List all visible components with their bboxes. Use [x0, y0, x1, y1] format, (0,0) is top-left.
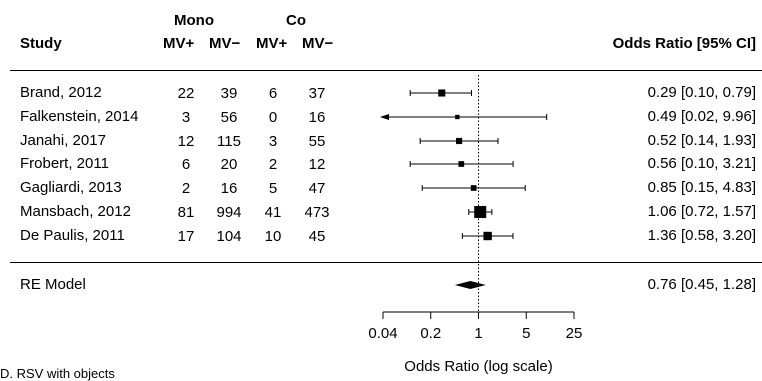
co-mv-pos: 0 [268, 109, 278, 126]
x-tick-label: 1 [474, 325, 482, 342]
study-name: Falkenstein, 2014 [20, 108, 139, 125]
mono-mv-neg: 39 [220, 85, 238, 102]
co-mv-neg: 47 [308, 180, 326, 197]
summary-diamond [454, 281, 486, 289]
odds-ratio-ci: 1.36 [0.58, 3.20] [647, 227, 756, 244]
group-mono-header: Mono [174, 12, 214, 29]
co-mv-pos: 5 [268, 180, 278, 197]
mono-mv-neg: 16 [220, 180, 238, 197]
x-tick-label: 5 [522, 325, 530, 342]
co-mv-neg-header: MV− [302, 35, 334, 52]
odds-ratio-ci: 0.52 [0.14, 1.93] [647, 132, 756, 149]
mono-mv-pos: 3 [181, 109, 191, 126]
mono-mv-pos: 22 [177, 85, 195, 102]
odds-ratio-ci: 0.56 [0.10, 3.21] [647, 155, 756, 172]
point-estimate [455, 114, 460, 120]
footer-fragment: D. RSV with objects [0, 366, 115, 381]
odds-ratio-ci: 0.29 [0.10, 0.79] [647, 84, 756, 101]
co-mv-pos: 6 [268, 85, 278, 102]
co-mv-neg: 16 [308, 109, 326, 126]
co-mv-neg: 55 [308, 133, 326, 150]
mono-mv-pos: 17 [177, 228, 195, 245]
study-name: De Paulis, 2011 [20, 227, 125, 244]
study-name: Gagliardi, 2013 [20, 179, 122, 196]
study-name: Janahi, 2017 [20, 132, 106, 149]
x-tick-label: 0.2 [420, 325, 441, 342]
point-estimate [483, 231, 492, 241]
co-mv-pos: 41 [264, 204, 282, 221]
mono-mv-neg: 994 [216, 204, 242, 221]
group-co-header: Co [286, 12, 306, 29]
co-mv-neg: 12 [308, 156, 326, 173]
x-axis-label: Odds Ratio (log scale) [404, 358, 552, 375]
co-mv-pos: 3 [268, 133, 278, 150]
odds-ratio-ci: 0.85 [0.15, 4.83] [647, 179, 756, 196]
point-estimate [474, 206, 487, 218]
co-mv-neg: 45 [308, 228, 326, 245]
model-divider [10, 262, 762, 263]
mono-mv-pos: 12 [177, 133, 195, 150]
x-tick-label: 25 [566, 325, 583, 342]
co-mv-pos-header: MV+ [256, 35, 288, 52]
odds-ratio-header: Odds Ratio [95% CI] [612, 35, 756, 52]
co-mv-pos: 10 [264, 228, 282, 245]
ci-arrow [380, 114, 389, 120]
x-tick-label: 0.04 [368, 325, 397, 342]
point-estimate [470, 185, 477, 191]
mono-mv-neg: 115 [217, 133, 241, 150]
co-mv-neg: 473 [304, 204, 330, 221]
odds-ratio-ci: 0.49 [0.02, 9.96] [647, 108, 756, 125]
mono-mv-neg: 20 [220, 156, 238, 173]
header-divider [10, 70, 762, 71]
odds-ratio-ci: 1.06 [0.72, 1.57] [647, 203, 756, 220]
co-mv-neg: 37 [308, 85, 326, 102]
point-estimate [438, 89, 446, 97]
co-mv-pos: 2 [268, 156, 278, 173]
re-model-label: RE Model [20, 276, 86, 293]
study-column-header: Study [20, 35, 62, 52]
point-estimate [458, 161, 465, 167]
mono-mv-neg-header: MV− [209, 35, 241, 52]
mono-mv-pos: 81 [177, 204, 195, 221]
mono-mv-pos: 2 [181, 180, 191, 197]
study-name: Frobert, 2011 [20, 155, 109, 172]
mono-mv-neg: 56 [220, 109, 238, 126]
re-model-ci: 0.76 [0.45, 1.28] [647, 276, 756, 293]
mono-mv-pos-header: MV+ [163, 35, 195, 52]
point-estimate [456, 137, 463, 145]
mono-mv-neg: 104 [216, 228, 242, 245]
mono-mv-pos: 6 [181, 156, 191, 173]
study-name: Mansbach, 2012 [20, 203, 131, 220]
study-name: Brand, 2012 [20, 84, 102, 101]
